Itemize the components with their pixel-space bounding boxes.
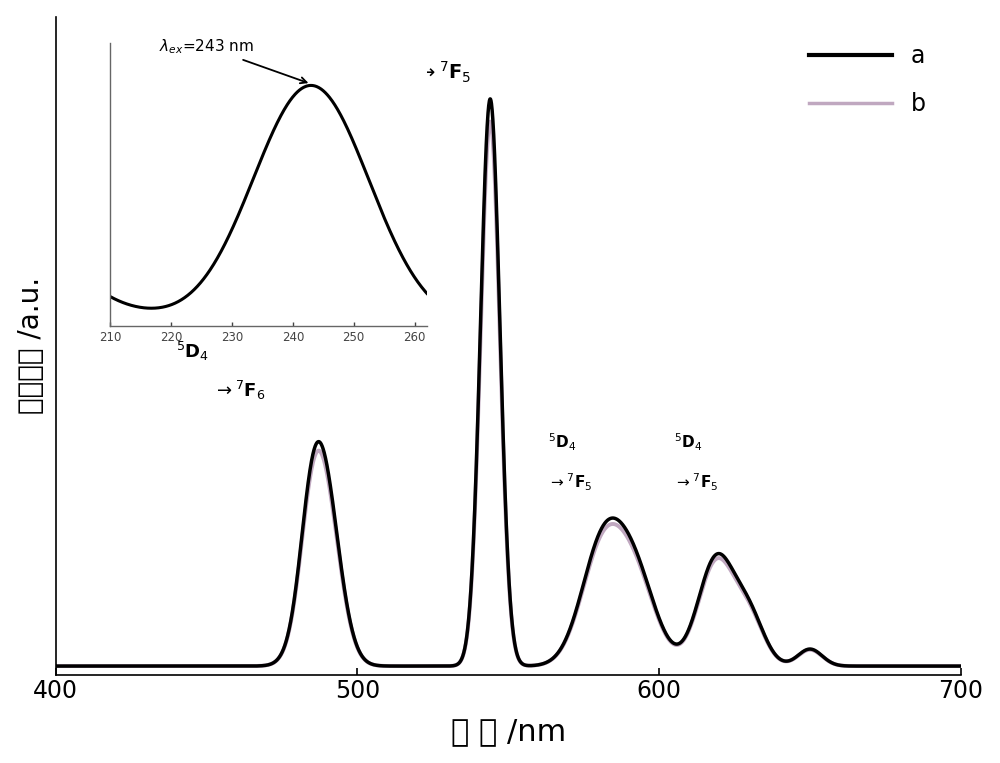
X-axis label: 波 长 /nm: 波 长 /nm: [451, 717, 566, 746]
Text: $\rightarrow$$^7$F$_5$: $\rightarrow$$^7$F$_5$: [415, 60, 471, 85]
Y-axis label: 相对强度 /a.u.: 相对强度 /a.u.: [17, 277, 45, 414]
Legend: a, b: a, b: [800, 35, 935, 126]
Text: $^5$D$_4$: $^5$D$_4$: [176, 340, 210, 362]
Text: $^5$D$_4$: $^5$D$_4$: [674, 432, 703, 453]
Text: $\rightarrow$$^7$F$_5$: $\rightarrow$$^7$F$_5$: [674, 472, 719, 493]
Text: $\rightarrow$$^7$F$_6$: $\rightarrow$$^7$F$_6$: [213, 379, 265, 402]
Text: $^5$D$_4$: $^5$D$_4$: [548, 432, 576, 453]
Text: $^5$D$_4$: $^5$D$_4$: [379, 60, 414, 85]
Text: $\rightarrow$$^7$F$_5$: $\rightarrow$$^7$F$_5$: [548, 472, 592, 493]
